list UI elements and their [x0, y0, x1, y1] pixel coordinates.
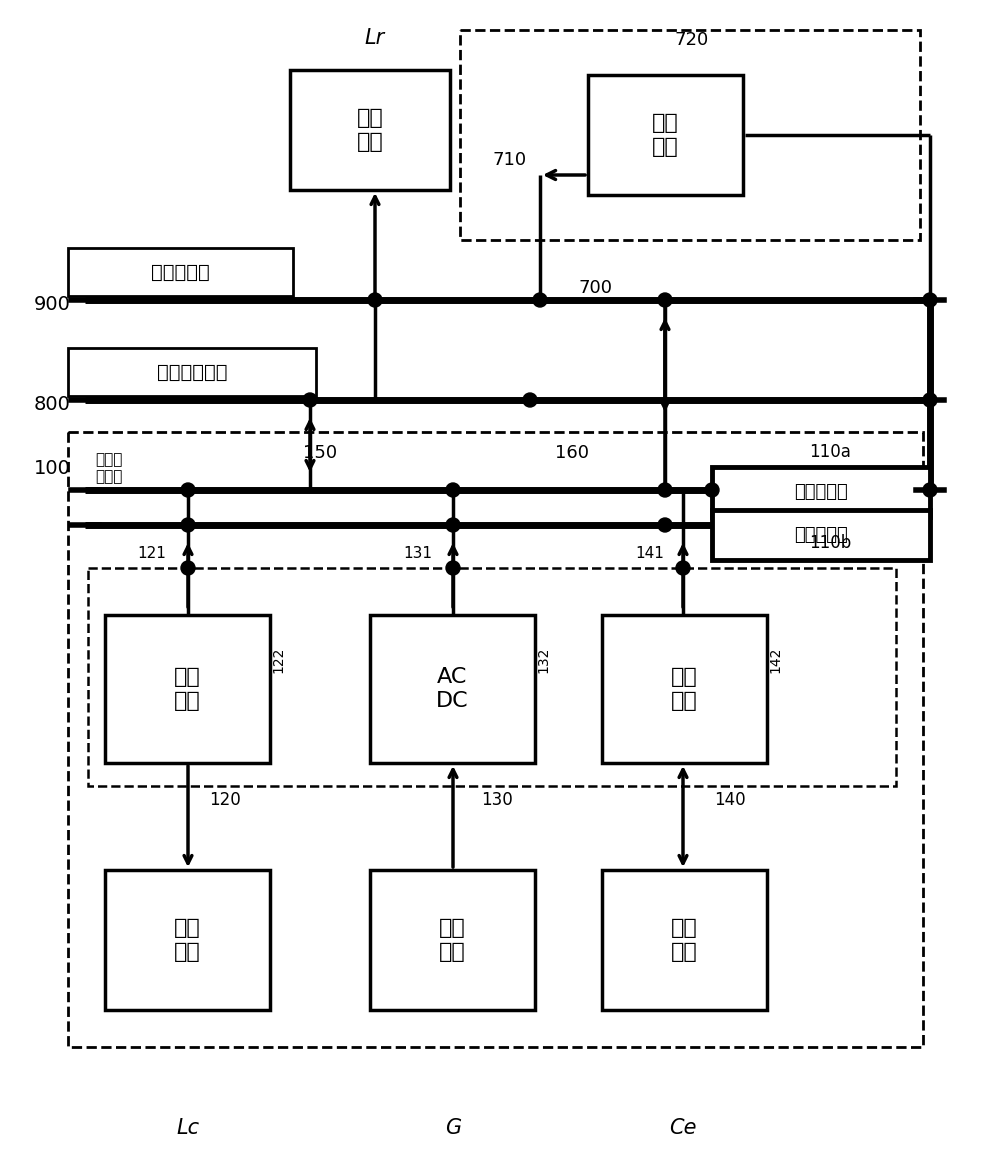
- Text: 常规
负载: 常规 负载: [357, 108, 383, 152]
- Text: 800: 800: [34, 395, 71, 415]
- Text: 132: 132: [536, 646, 550, 673]
- Text: Lr: Lr: [365, 28, 385, 48]
- Text: 公用配电网: 公用配电网: [151, 263, 210, 281]
- Text: 900: 900: [34, 296, 71, 314]
- Circle shape: [303, 393, 317, 407]
- Circle shape: [368, 293, 382, 306]
- Text: 160: 160: [555, 444, 589, 462]
- Text: 710: 710: [493, 151, 527, 169]
- Text: 微电网母线: 微电网母线: [794, 483, 848, 501]
- Circle shape: [705, 483, 719, 497]
- Text: 121: 121: [137, 546, 166, 561]
- Circle shape: [523, 393, 537, 407]
- Text: 141: 141: [635, 546, 664, 561]
- Circle shape: [446, 483, 460, 497]
- Circle shape: [181, 483, 195, 497]
- Text: 130: 130: [481, 791, 513, 809]
- Text: 用户级
微电网: 用户级 微电网: [95, 452, 123, 484]
- Bar: [602, 615, 767, 763]
- Bar: [68, 248, 293, 296]
- Circle shape: [533, 293, 547, 306]
- Text: 储能
设备: 储能 设备: [671, 918, 698, 962]
- Text: 700: 700: [578, 279, 612, 297]
- Bar: [290, 70, 450, 190]
- Text: 122: 122: [271, 646, 285, 673]
- Circle shape: [676, 561, 690, 575]
- Circle shape: [923, 393, 937, 407]
- Text: 142: 142: [768, 646, 782, 673]
- Bar: [370, 615, 535, 763]
- Bar: [68, 432, 923, 1047]
- Bar: [602, 870, 767, 1010]
- Text: 并网
装置: 并网 装置: [652, 113, 679, 157]
- Bar: [68, 348, 316, 396]
- Text: 140: 140: [714, 791, 746, 809]
- Text: 分布
电源: 分布 电源: [439, 918, 466, 962]
- Bar: [105, 870, 270, 1010]
- Bar: [370, 870, 535, 1010]
- Circle shape: [446, 518, 460, 532]
- Text: Lc: Lc: [176, 1117, 199, 1138]
- Bar: [105, 615, 270, 763]
- Text: 110a: 110a: [809, 444, 851, 461]
- Circle shape: [923, 293, 937, 306]
- Text: AC
DC: AC DC: [436, 667, 469, 711]
- Bar: [460, 30, 920, 240]
- Text: Ce: Ce: [669, 1117, 697, 1138]
- Text: 稳压
装置: 稳压 装置: [174, 667, 201, 711]
- Circle shape: [181, 561, 195, 575]
- Text: 150: 150: [303, 444, 337, 462]
- Circle shape: [658, 518, 672, 532]
- Text: 逆变
装置: 逆变 装置: [671, 667, 698, 711]
- Bar: [712, 510, 930, 560]
- Text: 120: 120: [209, 791, 241, 809]
- Bar: [712, 467, 930, 517]
- Text: 配电网母线: 配电网母线: [794, 526, 848, 544]
- Circle shape: [658, 483, 672, 497]
- Text: 100: 100: [34, 458, 71, 477]
- Bar: [88, 568, 896, 786]
- Circle shape: [923, 483, 937, 497]
- Circle shape: [446, 561, 460, 575]
- Text: 131: 131: [403, 546, 432, 561]
- Text: G: G: [445, 1117, 461, 1138]
- Text: 110b: 110b: [809, 535, 852, 552]
- Circle shape: [658, 293, 672, 306]
- Bar: [588, 75, 743, 195]
- Circle shape: [181, 518, 195, 532]
- Text: 720: 720: [675, 31, 709, 50]
- Text: 兼容
负载: 兼容 负载: [174, 918, 201, 962]
- Text: 社区级微电网: 社区级微电网: [156, 363, 227, 381]
